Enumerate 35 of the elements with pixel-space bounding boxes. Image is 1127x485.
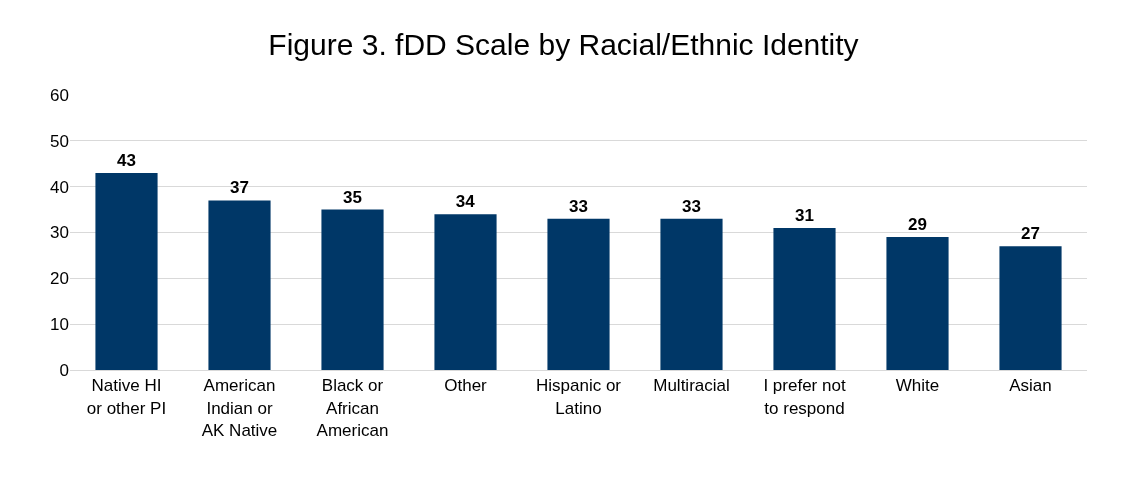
y-tick-label: 60: [50, 85, 69, 105]
y-tick-label: 30: [50, 223, 69, 243]
chart-title: Figure 3. fDD Scale by Racial/Ethnic Identity: [268, 27, 859, 61]
x-tick-label: White: [895, 376, 940, 396]
x-tick-label: Asian: [1009, 376, 1052, 396]
data-label: 37: [230, 178, 249, 198]
bar: [886, 237, 949, 370]
bar: [999, 246, 1062, 370]
x-tick-label: Other: [444, 376, 488, 396]
data-label: 35: [343, 187, 362, 207]
y-tick-label: 10: [50, 315, 69, 335]
x-tick-label: Native HI or other PI: [86, 376, 167, 418]
data-label: 34: [455, 192, 476, 212]
data-label: 31: [795, 205, 814, 225]
x-tick-label: Hispanic or Latino: [535, 376, 622, 418]
bar: [95, 172, 158, 370]
data-label: 33: [682, 196, 701, 216]
bar: [208, 200, 271, 370]
bar: [547, 218, 610, 370]
x-tick-label: Multiracial: [653, 376, 730, 396]
bar: [321, 209, 384, 370]
y-tick-label: 0: [59, 360, 69, 380]
data-label: 43: [117, 150, 136, 170]
bar: [434, 214, 497, 370]
x-tick-label: Black or African American: [316, 376, 389, 440]
bar: [660, 218, 723, 370]
data-label: 29: [908, 215, 927, 235]
y-tick-label: 50: [50, 131, 69, 151]
y-tick-label: 40: [50, 177, 69, 197]
data-label: 33: [569, 196, 588, 216]
x-tick-label: I prefer not to respond: [763, 376, 846, 418]
bar: [773, 227, 836, 370]
x-tick-label: American Indian or AK Native: [201, 376, 278, 440]
data-label: 27: [1021, 224, 1040, 244]
y-tick-label: 20: [50, 269, 69, 289]
